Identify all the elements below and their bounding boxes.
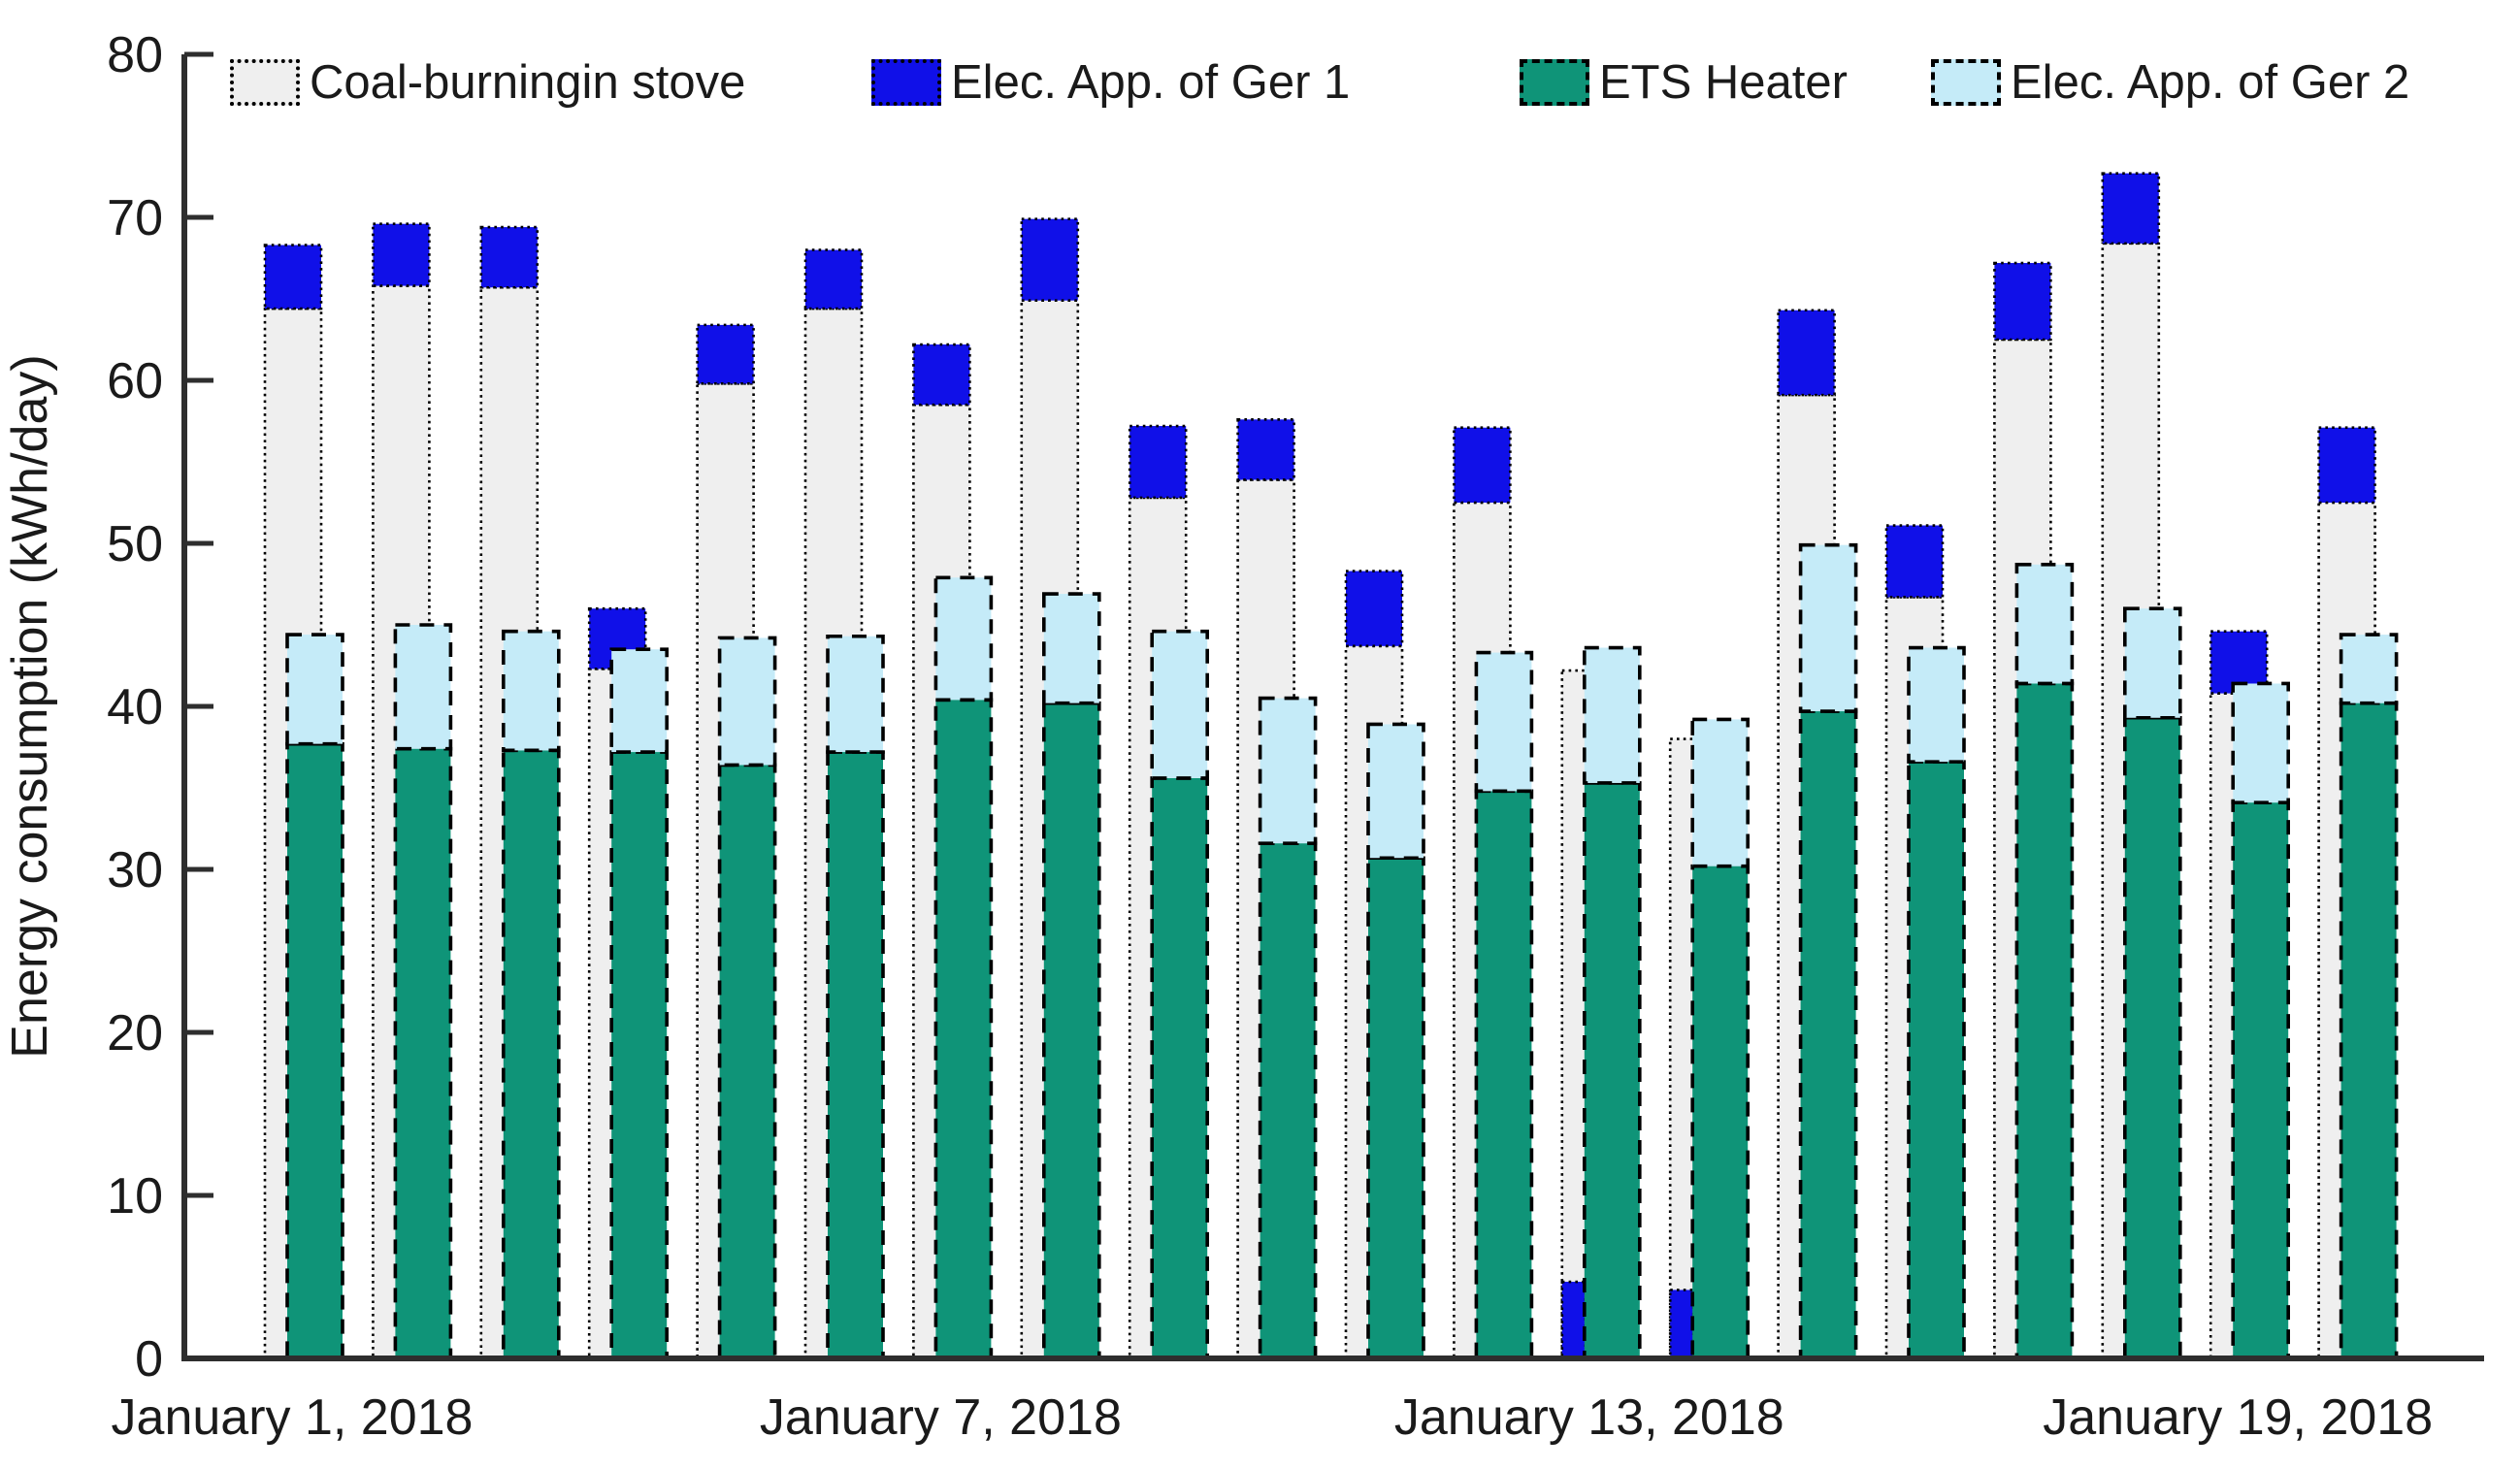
bar-elec-ger1-day15 — [1777, 309, 1836, 397]
y-tick-label-30: 30 — [107, 842, 163, 898]
bar-elec-ger1-day3 — [479, 225, 540, 289]
bar-elec-ger1-day6 — [803, 248, 864, 310]
y-tick-label-10: 10 — [107, 1168, 163, 1225]
bar-elec-ger2-day19 — [2231, 681, 2290, 804]
bar-elec-ger1-day14 — [1668, 1289, 1695, 1360]
y-tick-label-80: 80 — [107, 27, 163, 83]
y-tick-label-0: 0 — [135, 1331, 163, 1388]
bar-elec-ger1-day16 — [1884, 524, 1945, 599]
bar-elec-ger1-day10 — [1236, 418, 1295, 481]
bar-elec-ger2-day5 — [717, 636, 777, 768]
x-tick-label-day19: January 19, 2018 — [2043, 1389, 2433, 1446]
y-tick-label-20: 20 — [107, 1005, 163, 1062]
bar-ets-day5 — [717, 763, 777, 1360]
bar-elec-ger2-day11 — [1366, 722, 1425, 861]
bar-elec-ger1-day20 — [2317, 426, 2376, 505]
bar-elec-ger2-day16 — [1907, 645, 1966, 764]
bar-ets-day16 — [1907, 760, 1966, 1360]
y-axis-title: Energy consumption (kWh/day) — [2, 354, 58, 1058]
bar-elec-ger1-day1 — [263, 244, 323, 310]
bar-elec-ger2-day6 — [826, 634, 885, 754]
bar-elec-ger1-day9 — [1128, 424, 1188, 500]
bar-ets-day14 — [1690, 864, 1750, 1360]
bar-ets-day9 — [1150, 776, 1209, 1360]
bar-elec-ger1-day8 — [1020, 217, 1080, 302]
bar-elec-ger1-day17 — [1993, 261, 2052, 342]
y-tick-label-50: 50 — [107, 516, 163, 572]
bar-ets-day12 — [1474, 789, 1534, 1360]
bar-elec-ger2-day20 — [2339, 633, 2399, 705]
bar-elec-ger2-day15 — [1798, 542, 1858, 713]
bar-elec-ger2-day8 — [1042, 592, 1101, 705]
y-tick-label-40: 40 — [107, 679, 163, 735]
bar-ets-day17 — [2014, 681, 2075, 1360]
bar-elec-ger2-day13 — [1583, 645, 1642, 785]
bar-elec-ger2-day7 — [933, 575, 994, 702]
bar-ets-day6 — [826, 750, 885, 1360]
bar-elec-ger1-day5 — [696, 323, 755, 385]
bar-ets-day20 — [2339, 701, 2399, 1360]
bar-elec-ger2-day18 — [2123, 606, 2182, 720]
bar-elec-ger1-day11 — [1344, 570, 1404, 648]
bar-ets-day4 — [609, 750, 670, 1360]
bar-ets-day11 — [1366, 856, 1425, 1360]
bar-elec-ger2-day2 — [393, 623, 453, 751]
x-tick-label-day1: January 1, 2018 — [112, 1389, 474, 1446]
bar-ets-day2 — [393, 746, 453, 1360]
bar-ets-day3 — [501, 748, 561, 1360]
bar-elec-ger2-day10 — [1258, 696, 1318, 845]
bar-ets-day13 — [1583, 781, 1642, 1360]
bar-elec-ger1-day2 — [372, 222, 431, 287]
bar-elec-ger1-day12 — [1453, 426, 1512, 505]
bar-ets-day1 — [285, 741, 344, 1360]
bar-ets-day8 — [1042, 701, 1101, 1360]
x-tick-label-day13: January 13, 2018 — [1394, 1389, 1784, 1446]
bar-ets-day7 — [933, 698, 994, 1360]
bar-elec-ger2-day4 — [609, 647, 670, 754]
bar-ets-day10 — [1258, 841, 1318, 1360]
bar-elec-ger1-day18 — [2101, 172, 2161, 245]
y-tick-label-60: 60 — [107, 353, 163, 409]
bar-elec-ger2-day1 — [285, 633, 344, 746]
bar-ets-day18 — [2123, 715, 2182, 1360]
bar-elec-ger2-day17 — [2014, 563, 2075, 686]
bar-elec-ger1-day7 — [912, 343, 971, 407]
bar-elec-ger2-day12 — [1474, 650, 1534, 794]
bar-elec-ger2-day9 — [1150, 629, 1209, 780]
y-tick-label-70: 70 — [107, 190, 163, 246]
bar-elec-ger2-day14 — [1690, 717, 1750, 868]
x-tick-label-day7: January 7, 2018 — [760, 1389, 1122, 1446]
bar-elec-ger2-day3 — [501, 629, 561, 753]
bar-ets-day19 — [2231, 800, 2290, 1360]
bar-elec-ger1-day13 — [1560, 1280, 1587, 1360]
bar-ets-day15 — [1798, 709, 1858, 1360]
